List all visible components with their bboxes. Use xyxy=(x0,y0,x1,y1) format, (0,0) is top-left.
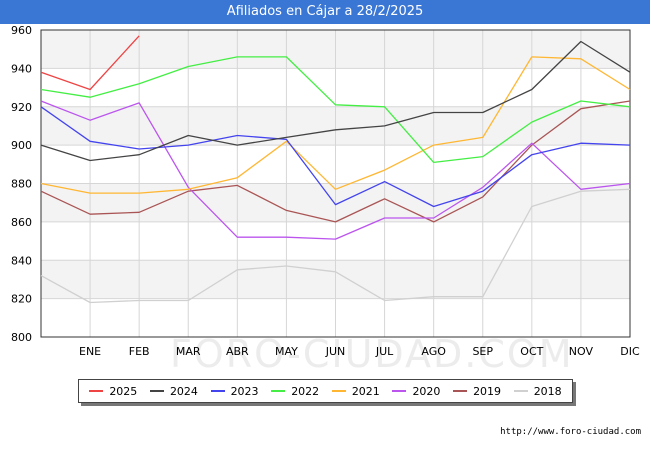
y-tick-label: 820 xyxy=(11,293,32,306)
legend-item-2025: 2025 xyxy=(89,385,137,398)
series-line-2019 xyxy=(40,100,631,223)
legend-label: 2024 xyxy=(169,384,198,398)
y-tick-label: 920 xyxy=(11,101,32,114)
y-tick-label: 940 xyxy=(11,62,32,75)
y-tick-label: 840 xyxy=(11,254,32,267)
legend-label: 2025 xyxy=(109,384,138,398)
legend-swatch xyxy=(331,390,346,392)
x-tick-label: AGO xyxy=(421,345,446,358)
legend-item-2024: 2024 xyxy=(149,384,198,398)
legend-item-2021: 2021 xyxy=(331,384,380,398)
legend-swatch xyxy=(210,390,225,392)
x-tick-label: JUN xyxy=(325,345,346,358)
y-tick-label: 880 xyxy=(11,178,32,191)
legend-item-2020: 2020 xyxy=(392,385,440,398)
x-tick-label: ABR xyxy=(226,345,249,358)
x-tick-label: OCT xyxy=(520,345,543,358)
series-line-2021 xyxy=(40,56,631,194)
legend-swatch xyxy=(89,390,104,392)
series-line-2025 xyxy=(40,35,140,91)
series-line-2022 xyxy=(40,56,631,164)
x-tick-label: FEB xyxy=(129,345,150,358)
legend-item-2018: 2018 xyxy=(513,384,562,398)
x-tick-label: MAY xyxy=(275,345,298,358)
x-tick-label: ENE xyxy=(79,345,101,358)
legend-swatch xyxy=(392,390,407,392)
legend-label: 2019 xyxy=(473,384,502,398)
legend-item-2023: 2023 xyxy=(210,384,259,398)
legend-label: 2018 xyxy=(533,384,562,398)
y-tick-label: 960 xyxy=(11,24,32,37)
legend-label: 2022 xyxy=(291,384,320,398)
series-line-2018 xyxy=(40,188,631,304)
series-line-2023 xyxy=(40,106,631,208)
series-line-2024 xyxy=(40,40,631,162)
legend-swatch xyxy=(149,390,164,392)
y-tick-label: 860 xyxy=(11,216,32,229)
x-tick-label: JUL xyxy=(375,345,394,358)
x-tick-label: MAR xyxy=(176,345,201,358)
y-tick-label: 900 xyxy=(11,139,32,152)
x-tick-label: DIC xyxy=(620,345,640,358)
legend-label: 2020 xyxy=(412,384,441,398)
watermark: FORO-CIUDAD.COM xyxy=(170,332,574,376)
legend-item-2022: 2022 xyxy=(271,385,319,398)
x-tick-label: NOV xyxy=(569,345,594,358)
source-url[interactable]: http://www.foro-ciudad.com xyxy=(500,427,641,437)
x-tick-label: SEP xyxy=(472,345,493,358)
legend-swatch xyxy=(453,390,468,392)
legend-item-2019: 2019 xyxy=(453,385,501,398)
chart-legend: 2025 2024 2023 2022 2021 2020 2019 2018 xyxy=(78,379,573,403)
chart-title: Afiliados en Cájar a 28/2/2025 xyxy=(0,0,650,24)
series-line-2020 xyxy=(40,100,631,240)
legend-label: 2021 xyxy=(351,384,380,398)
legend-label: 2023 xyxy=(230,384,259,398)
y-tick-label: 800 xyxy=(11,331,32,344)
legend-swatch xyxy=(513,390,528,392)
legend-swatch xyxy=(271,390,286,392)
